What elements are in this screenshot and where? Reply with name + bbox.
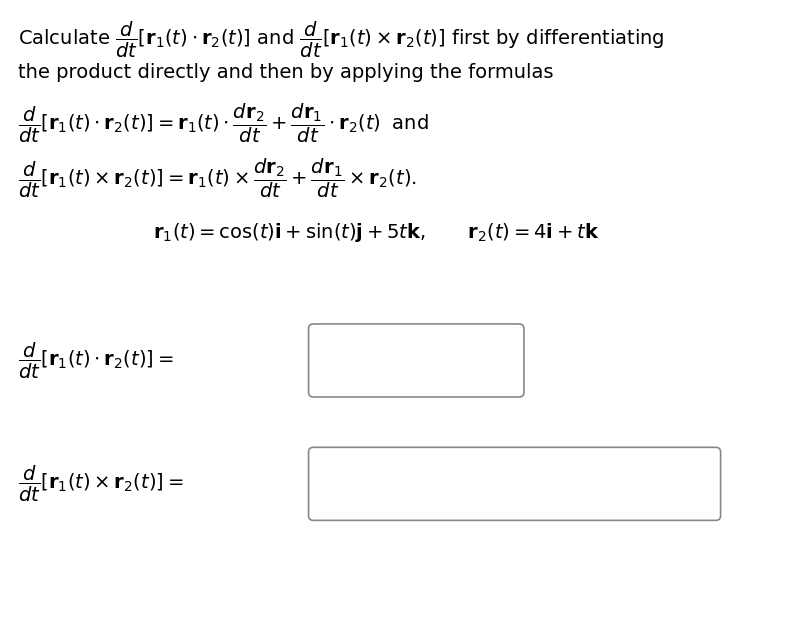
Text: $\dfrac{d}{dt}[\mathbf{r}_1(t) \cdot \mathbf{r}_2(t)] = $: $\dfrac{d}{dt}[\mathbf{r}_1(t) \cdot \ma… bbox=[18, 340, 173, 381]
Text: $\dfrac{d}{dt}[\mathbf{r}_1(t) \times \mathbf{r}_2(t)] = $: $\dfrac{d}{dt}[\mathbf{r}_1(t) \times \m… bbox=[18, 464, 184, 504]
Text: the product directly and then by applying the formulas: the product directly and then by applyin… bbox=[18, 63, 553, 82]
Text: Calculate $\dfrac{d}{dt}[\mathbf{r}_1(t) \cdot \mathbf{r}_2(t)]$ and $\dfrac{d}{: Calculate $\dfrac{d}{dt}[\mathbf{r}_1(t)… bbox=[18, 20, 665, 60]
Text: $\dfrac{d}{dt}[\mathbf{r}_1(t) \cdot \mathbf{r}_2(t)] = \mathbf{r}_1(t) \cdot \d: $\dfrac{d}{dt}[\mathbf{r}_1(t) \cdot \ma… bbox=[18, 102, 429, 146]
Text: $\mathbf{r}_1(t) = \cos(t)\mathbf{i} + \sin(t)\mathbf{j} + 5t\mathbf{k}, \qquad : $\mathbf{r}_1(t) = \cos(t)\mathbf{i} + \… bbox=[153, 221, 599, 244]
FancyBboxPatch shape bbox=[308, 447, 720, 520]
FancyBboxPatch shape bbox=[308, 324, 524, 397]
Text: $\dfrac{d}{dt}[\mathbf{r}_1(t) \times \mathbf{r}_2(t)] = \mathbf{r}_1(t) \times : $\dfrac{d}{dt}[\mathbf{r}_1(t) \times \m… bbox=[18, 156, 417, 199]
